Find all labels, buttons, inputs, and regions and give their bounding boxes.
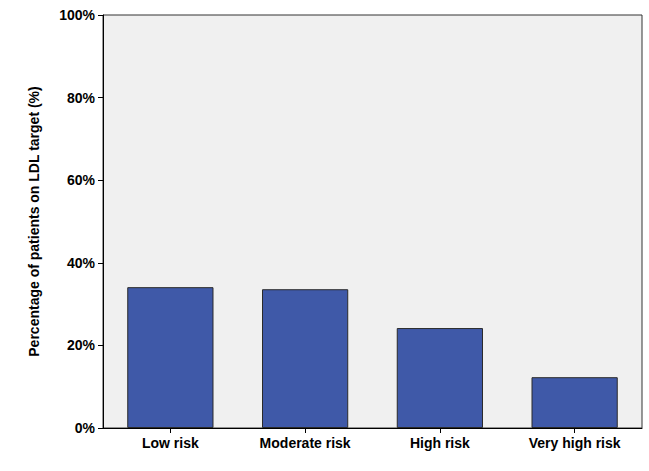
svg-text:0%: 0%: [75, 420, 96, 436]
svg-text:Very high risk: Very high risk: [529, 435, 621, 451]
svg-text:20%: 20%: [67, 337, 96, 353]
svg-text:100%: 100%: [59, 7, 95, 23]
svg-text:High risk: High risk: [410, 435, 470, 451]
svg-text:Moderate risk: Moderate risk: [260, 435, 351, 451]
svg-text:60%: 60%: [67, 172, 96, 188]
svg-text:Low risk: Low risk: [142, 435, 199, 451]
svg-text:40%: 40%: [67, 255, 96, 271]
svg-text:Percentage of patients on LDL: Percentage of patients on LDL target (%): [26, 86, 42, 356]
svg-text:80%: 80%: [67, 90, 96, 106]
